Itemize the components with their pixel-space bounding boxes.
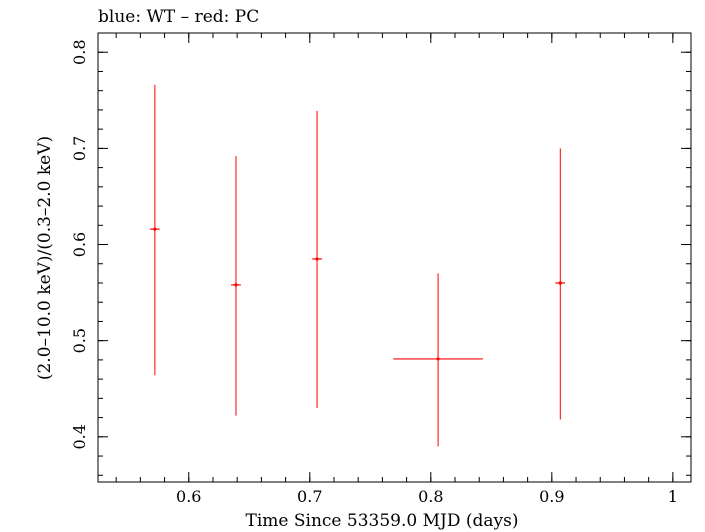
series-layer [150, 84, 566, 447]
y-tick-label: 0.7 [70, 136, 89, 161]
point-marker [153, 227, 157, 231]
point-marker [436, 357, 440, 361]
y-tick-label: 0.5 [70, 328, 89, 353]
x-tick-label: 0.7 [297, 487, 322, 506]
data-point [150, 84, 160, 376]
data-point [555, 148, 566, 420]
x-tick-label: 0.9 [539, 487, 564, 506]
plot-frame [97, 32, 692, 483]
y-tick-label: 0.8 [70, 40, 89, 65]
y-tick-label: 0.4 [70, 424, 89, 449]
data-point [231, 156, 241, 416]
point-marker [558, 281, 562, 285]
x-ticks: 0.6 0.7 0.8 0.9 1 [115, 33, 678, 506]
data-point [393, 273, 483, 447]
y-tick-label: 0.6 [70, 232, 89, 257]
y-axis-label: (2.0–10.0 keV)/(0.3–2.0 keV) [35, 136, 55, 380]
x-axis-label: Time Since 53359.0 MJD (days) [246, 511, 519, 531]
x-tick-label: 1 [668, 487, 678, 506]
x-tick-label: 0.6 [176, 487, 201, 506]
chart-title: blue: WT – red: PC [98, 7, 259, 27]
point-marker [234, 283, 238, 287]
x-tick-label: 0.8 [418, 487, 443, 506]
data-point [312, 110, 322, 408]
point-marker [315, 257, 319, 261]
y-ticks: 0.4 0.5 0.6 0.7 0.8 [70, 32, 691, 476]
